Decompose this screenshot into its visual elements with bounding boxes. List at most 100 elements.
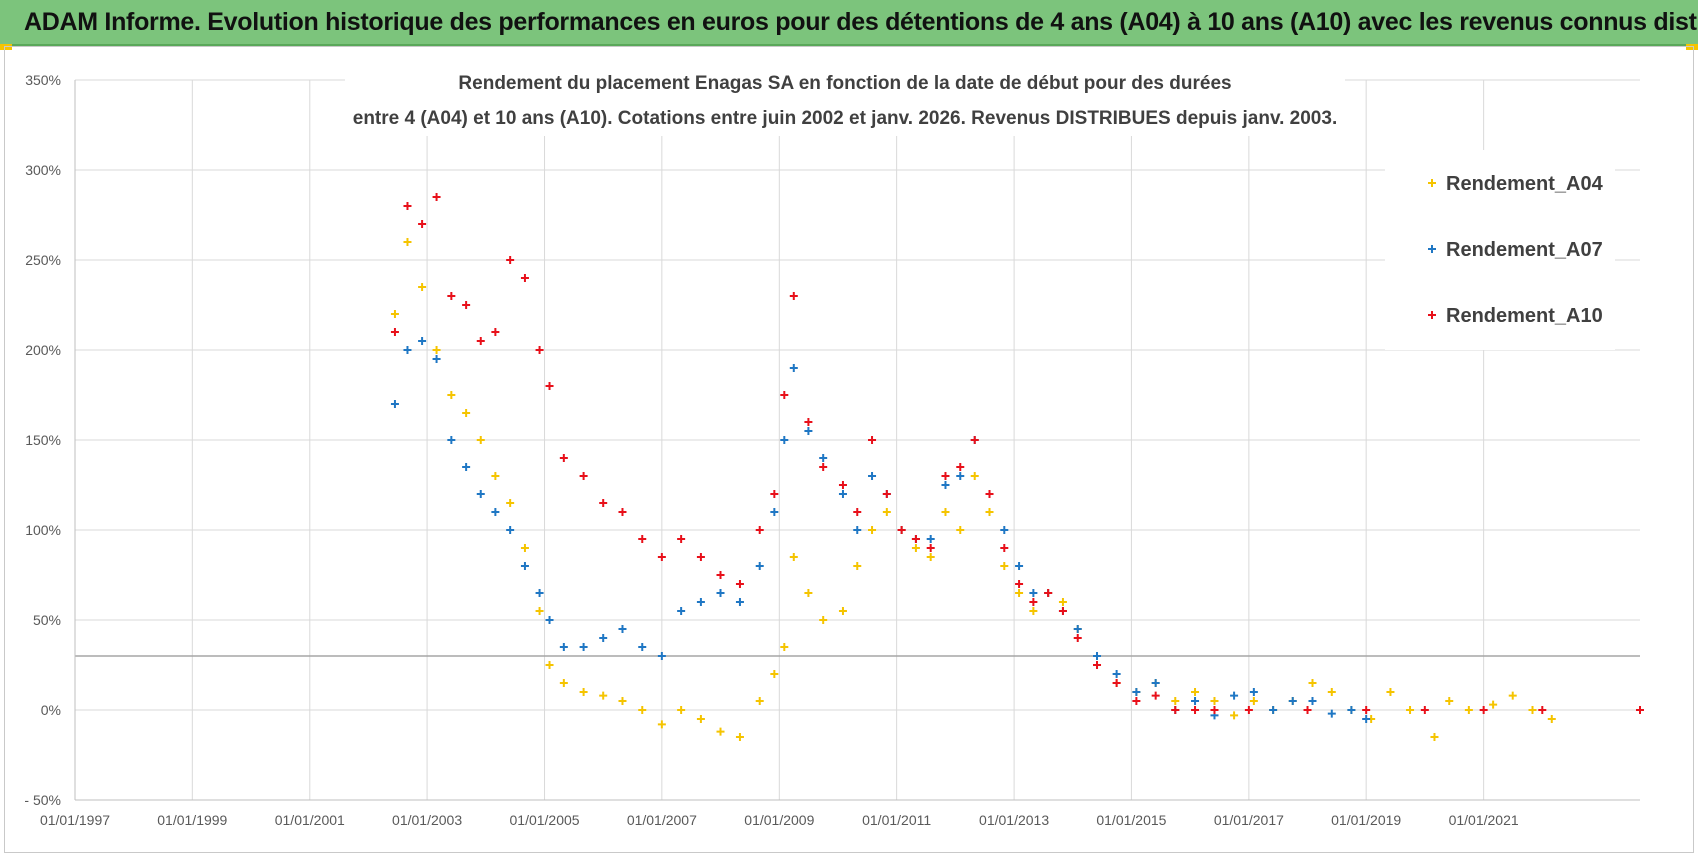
data-point [1489,700,1498,709]
data-point [780,643,789,651]
data-point [1058,598,1067,606]
data-point [770,508,779,516]
data-point [462,409,471,417]
data-point [926,553,935,561]
data-point [1479,706,1488,714]
header-banner: ADAM Informe. Evolution historique des p… [0,0,1698,46]
data-point [390,328,399,336]
data-point [559,454,568,462]
data-point [819,463,828,471]
data-point [1210,706,1219,714]
data-point [506,499,515,507]
x-tick-label: 01/01/2007 [627,812,697,828]
data-point [418,220,427,228]
legend-box [1385,150,1615,350]
data-point [970,436,979,444]
data-point [520,562,529,570]
data-point [696,715,705,723]
data-point [838,607,847,615]
x-tick-label: 01/01/2005 [510,812,580,828]
data-point [868,526,877,534]
data-point [1191,697,1200,705]
x-tick-label: 01/01/2021 [1449,812,1519,828]
data-point [853,508,862,516]
data-point [447,391,456,399]
data-point [1093,652,1102,660]
data-point [390,310,399,318]
data-point [1445,697,1454,705]
data-point [1303,706,1312,714]
corner-mark [0,44,12,50]
data-point [1171,706,1180,714]
data-point [1464,706,1473,714]
data-point [506,256,515,264]
data-point [1528,706,1537,714]
data-point [882,508,891,516]
data-point [535,607,544,615]
legend-marker [1428,179,1436,187]
data-point [520,274,529,282]
data-point [1151,679,1160,687]
chart-title-line2: entre 4 (A04) et 10 ans (A10). Cotations… [353,108,1337,129]
data-point [657,720,666,729]
data-point [545,616,554,624]
data-point [755,697,764,705]
data-point [804,427,813,435]
data-point [638,535,647,543]
data-point [1029,607,1038,615]
x-tick-label: 01/01/2013 [979,812,1049,828]
data-point [677,607,686,615]
data-point [1420,706,1429,714]
y-tick-label: 150% [25,432,61,448]
data-point [447,436,456,444]
data-point [535,346,544,354]
axis-layer: - 50% 0% 50% 100% 150% 200% 250% 300% 350% 01/01/… [24,72,1640,828]
data-point [956,472,965,480]
data-point [926,535,935,543]
x-tick-label: 01/01/1997 [40,812,110,828]
banner-title: ADAM Informe. Evolution historique des p… [24,8,1698,36]
data-point [1636,706,1644,714]
data-point [926,544,935,552]
data-point [432,346,441,354]
y-tick-label: 350% [25,72,61,88]
data-point [735,580,744,588]
data-point [804,589,813,597]
data-point [1058,607,1067,615]
data-point [716,727,725,736]
data-point [1210,697,1219,705]
legend-marker [1428,245,1436,253]
data-point [1538,706,1547,714]
data-point [1327,688,1336,696]
data-point [716,571,725,579]
data-point [1327,709,1336,718]
data-point [1112,679,1121,687]
data-point [1171,697,1180,705]
data-point [1000,526,1009,534]
data-point [1406,706,1415,714]
data-point [1191,706,1200,714]
data-point [1347,706,1356,714]
x-tick-label: 01/01/2009 [744,812,814,828]
data-point [789,292,798,300]
data-point [579,472,588,480]
data-point [1073,625,1082,633]
data-point [447,292,456,300]
data-point [432,193,441,201]
data-point [1288,697,1297,705]
data-point [506,526,515,534]
data-point [735,733,744,741]
data-point [599,634,608,642]
data-point [1386,688,1395,696]
data-point [882,490,891,498]
legend-marker [1428,311,1436,319]
data-point [911,544,920,552]
legend-label: Rendement_A10 [1446,305,1603,327]
data-point [956,526,965,534]
data-point [1362,706,1371,714]
data-point [390,400,399,408]
data-point [403,202,412,210]
data-points-layer [390,193,1644,741]
chart-title-line1: Rendement du placement Enagas SA en fonc… [458,73,1231,94]
data-point [911,535,920,543]
